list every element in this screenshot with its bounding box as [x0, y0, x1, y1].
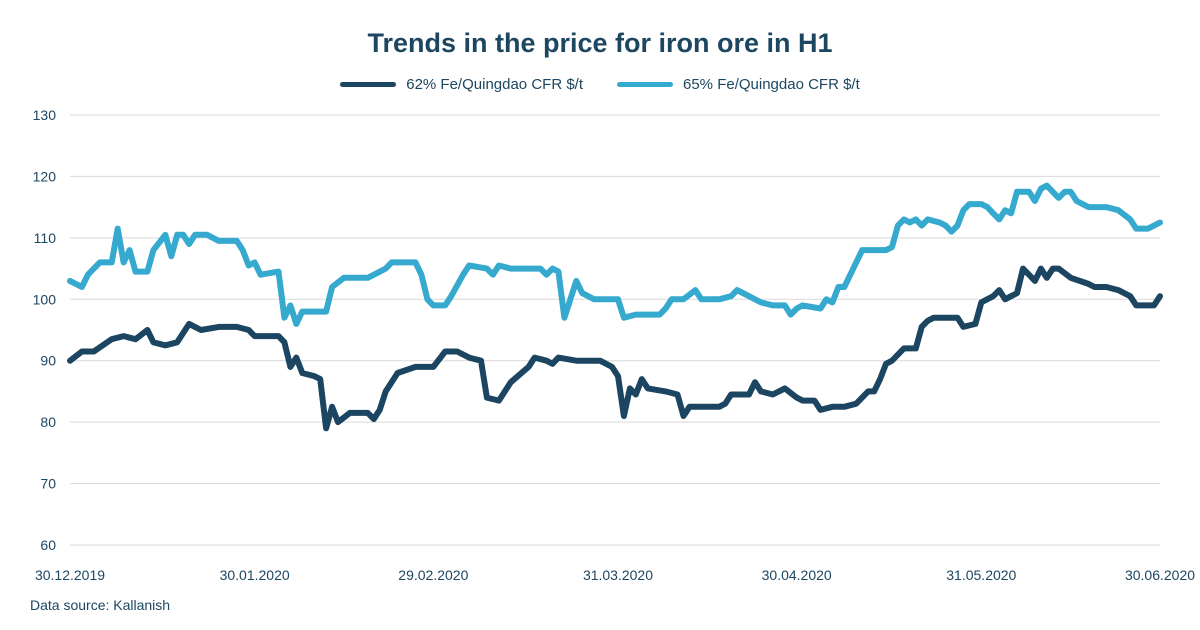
- y-tick-100: 100: [33, 291, 57, 307]
- legend-swatch-62: [340, 82, 397, 87]
- series-lines: [67, 182, 1163, 432]
- x-tick-30.12.2019: 30.12.2019: [35, 567, 105, 583]
- y-tick-110: 110: [34, 230, 57, 246]
- x-tick-31.05.2020: 31.05.2020: [946, 567, 1016, 583]
- x-tick-29.02.2020: 29.02.2020: [398, 567, 468, 583]
- data-source-note: Data source: Kallanish: [30, 597, 171, 613]
- x-tick-30.04.2020: 30.04.2020: [762, 567, 832, 583]
- legend-item-62: 62% Fe/Quingdao CFR $/t: [340, 76, 583, 93]
- chart-title: Trends in the price for iron ore in H1: [367, 28, 833, 58]
- series-line-65: [67, 182, 1163, 327]
- y-tick-120: 120: [33, 168, 57, 184]
- x-tick-30.06.2020: 30.06.2020: [1125, 567, 1195, 583]
- x-tick-31.03.2020: 31.03.2020: [583, 567, 653, 583]
- legend: 62% Fe/Quingdao CFR $/t 65% Fe/Quingdao …: [0, 76, 1200, 93]
- y-tick-90: 90: [40, 353, 56, 369]
- legend-label-65: 65% Fe/Quingdao CFR $/t: [683, 76, 860, 93]
- y-tick-130: 130: [33, 107, 57, 123]
- legend-swatch-65: [617, 82, 673, 87]
- x-tick-30.01.2020: 30.01.2020: [220, 567, 290, 583]
- y-tick-80: 80: [40, 414, 56, 430]
- legend-item-65: 65% Fe/Quingdao CFR $/t: [617, 76, 860, 93]
- y-tick-70: 70: [40, 476, 56, 492]
- grid-lines: [70, 114, 1160, 546]
- y-tick-60: 60: [40, 537, 56, 553]
- x-axis-ticks: 30.12.2019 30.01.2020 29.02.2020 31.03.2020…: [35, 567, 1195, 583]
- y-axis-ticks: 60 70 80 90 100 110 120 130: [33, 107, 57, 553]
- series-line-62: [67, 265, 1163, 432]
- legend-label-62: 62% Fe/Quingdao CFR $/t: [406, 76, 583, 93]
